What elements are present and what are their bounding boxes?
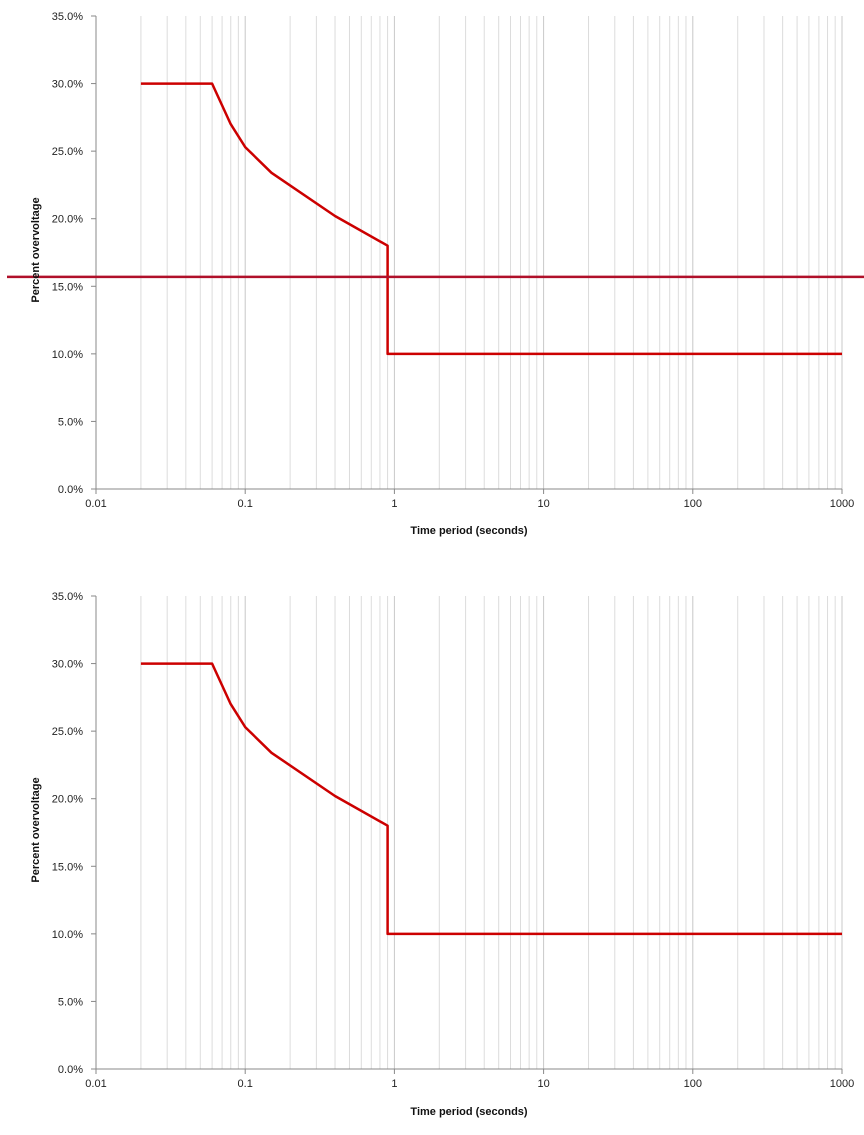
x-axis-title: Time period (seconds) xyxy=(410,525,527,537)
x-tick-label: 10 xyxy=(537,498,549,510)
chart-axes xyxy=(91,595,843,1074)
x-tick-label: 1000 xyxy=(830,498,854,510)
y-tick-label: 35.0% xyxy=(52,11,83,23)
x-tick-label: 0.01 xyxy=(85,498,106,510)
x-tick-label: 1 xyxy=(391,498,397,510)
y-tick-label: 5.0% xyxy=(58,416,83,428)
x-tick-label: 100 xyxy=(684,498,702,510)
x-tick-label: 1 xyxy=(391,1078,397,1090)
y-tick-label: 0.0% xyxy=(58,1064,83,1076)
x-tick-label: 100 xyxy=(684,1078,702,1090)
y-tick-label: 25.0% xyxy=(52,146,83,158)
y-tick-label: 5.0% xyxy=(58,996,83,1008)
x-tick-label: 0.01 xyxy=(85,1078,106,1090)
x-tick-label: 1000 xyxy=(830,1078,854,1090)
x-tick-labels: 0.01 0.1 1 10 100 1000 xyxy=(85,1078,854,1090)
y-tick-label: 10.0% xyxy=(52,929,83,941)
y-tick-label: 20.0% xyxy=(52,214,83,226)
chart-grid xyxy=(95,16,843,489)
x-axis-title: Time period (seconds) xyxy=(410,1106,527,1118)
y-tick-labels: 0.0% 5.0% 10.0% 15.0% 20.0% 25.0% 30.0% 35.0% xyxy=(52,11,83,496)
x-tick-label: 0.1 xyxy=(238,498,253,510)
series-layer xyxy=(140,662,842,936)
y-tick-label: 0.0% xyxy=(58,484,83,496)
x-tick-label: 0.1 xyxy=(238,1078,253,1090)
chart-axes xyxy=(91,15,843,494)
overvoltage-series-line xyxy=(140,82,842,356)
x-tick-labels: 0.01 0.1 1 10 100 1000 xyxy=(85,498,854,510)
overvoltage-series-line xyxy=(140,662,842,936)
x-tick-label: 10 xyxy=(537,1078,549,1090)
y-axis-title: Percent overvoltage xyxy=(30,777,42,882)
y-tick-label: 15.0% xyxy=(52,861,83,873)
series-layer xyxy=(140,82,842,356)
y-tick-labels: 0.0% 5.0% 10.0% 15.0% 20.0% 25.0% 30.0% 35.0% xyxy=(52,591,83,1076)
chart-grid xyxy=(95,596,843,1069)
y-tick-label: 35.0% xyxy=(52,591,83,603)
y-tick-label: 20.0% xyxy=(52,794,83,806)
y-tick-label: 30.0% xyxy=(52,79,83,91)
overvoltage-chart-bottom: 0.01 0.1 1 10 100 1000 0.0% 5.0% 10.0% 15.0% 20.0… xyxy=(30,591,854,1118)
overvoltage-chart-top: 0.01 0.1 1 10 100 1000 0.0% 5.0% 10.0% 15.0% 20.0… xyxy=(7,11,864,537)
y-tick-label: 15.0% xyxy=(52,281,83,293)
y-axis-title: Percent overvoltage xyxy=(30,197,42,302)
y-tick-label: 10.0% xyxy=(52,349,83,361)
y-tick-label: 30.0% xyxy=(52,659,83,671)
y-tick-label: 25.0% xyxy=(52,726,83,738)
